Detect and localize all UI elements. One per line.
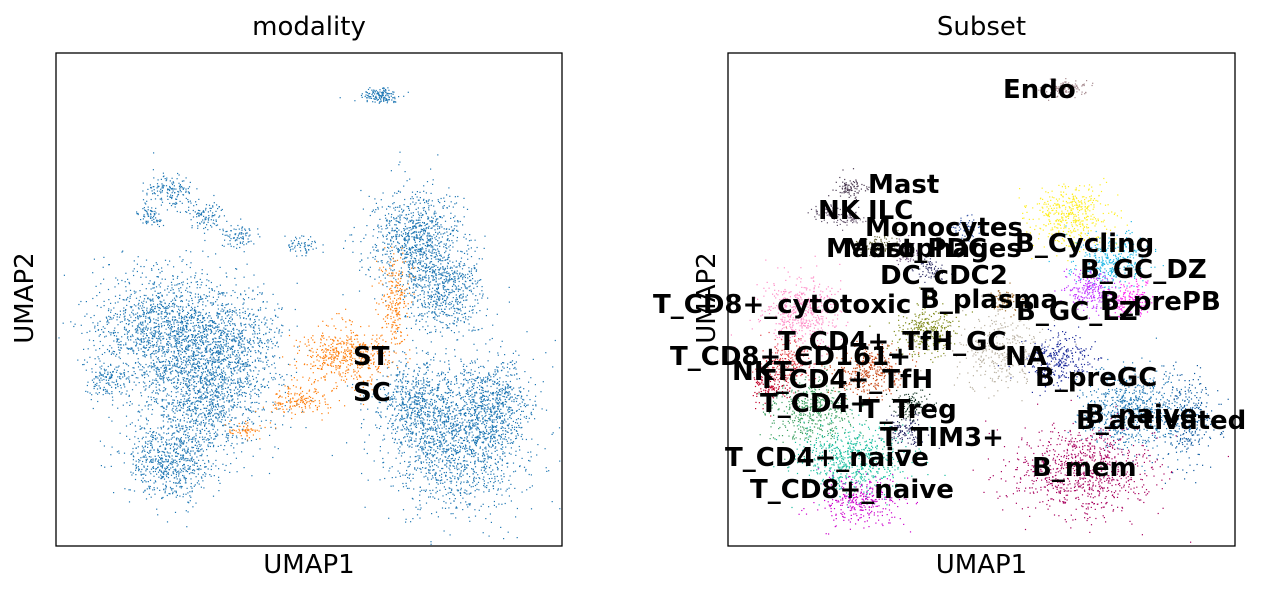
label-SC: SC — [353, 378, 391, 408]
label-T_CD4+: T_CD4+ — [760, 389, 871, 419]
label-T_Treg: T_Treg — [862, 395, 957, 425]
cluster-SC — [282, 309, 411, 405]
cluster-SC — [372, 247, 416, 355]
label-B_activated: B_activated — [1076, 406, 1246, 436]
cluster-ST — [340, 87, 409, 104]
label-B_mem: B_mem — [1032, 453, 1137, 483]
cluster-ST — [186, 195, 227, 234]
cluster-ST — [142, 152, 197, 213]
cluster-ST — [440, 339, 542, 465]
cluster-ST — [342, 152, 483, 315]
label-Endo: Endo — [1003, 75, 1076, 105]
label-B_GC_DZ: B_GC_DZ — [1080, 255, 1207, 285]
label-Mast_PDC: Mast_PDC — [843, 234, 987, 264]
label-ST: ST — [353, 342, 390, 372]
label-NK: NK — [818, 196, 861, 226]
label-T_CD8+_cytotoxic: T_CD8+_cytotoxic — [653, 290, 911, 320]
label-B_prePB: B_prePB — [1100, 287, 1221, 317]
label-T_CD8+_naive: T_CD8+_naive — [750, 475, 954, 505]
cluster-ST — [136, 202, 168, 227]
cluster-SC — [255, 377, 345, 421]
label-T_CD4+_naive: T_CD4+_naive — [725, 443, 929, 473]
cluster-ST — [85, 352, 127, 409]
panel1-scatter: ST SC — [56, 53, 562, 546]
cluster-ST — [284, 235, 323, 256]
label-B_preGC: B_preGC — [1035, 363, 1157, 393]
